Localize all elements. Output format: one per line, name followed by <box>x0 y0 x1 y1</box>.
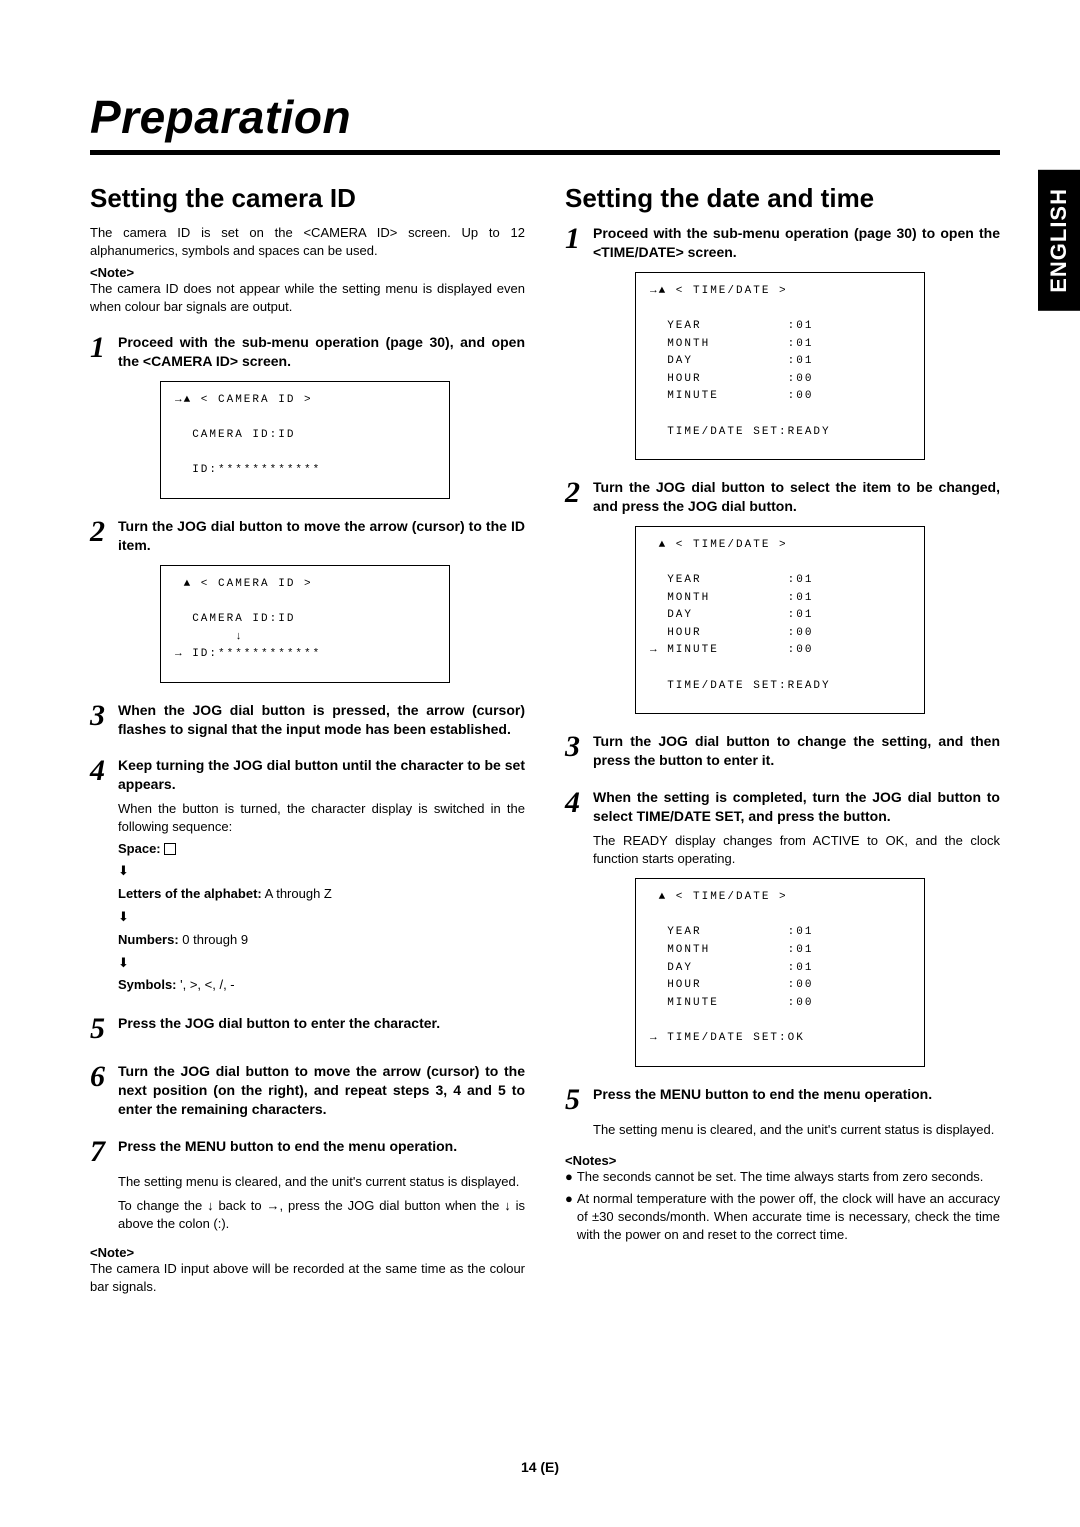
step-4: 4 When the setting is completed, turn th… <box>565 788 1000 826</box>
bullet-icon: ● <box>565 1168 573 1186</box>
step-number: 3 <box>565 732 593 762</box>
note2-body: The camera ID input above will be record… <box>90 1260 525 1295</box>
step-4: 4 Keep turning the JOG dial button until… <box>90 756 525 794</box>
notes-heading: <Notes> <box>565 1153 1000 1168</box>
section-title-datetime: Setting the date and time <box>565 183 1000 214</box>
step-text: When the JOG dial button is pressed, the… <box>118 701 525 739</box>
step-number: 5 <box>565 1085 593 1115</box>
step-text: Keep turning the JOG dial button until t… <box>118 756 525 794</box>
step-5: 5 Press the MENU button to end the menu … <box>565 1085 1000 1115</box>
character-sequence: Space: ⬇ Letters of the alphabet: A thro… <box>118 839 525 997</box>
page-title: Preparation <box>90 90 1000 155</box>
right-column: Setting the date and time 1 Proceed with… <box>565 183 1000 1310</box>
section-title-camera-id: Setting the camera ID <box>90 183 525 214</box>
step-number: 1 <box>565 224 593 254</box>
step-text: Press the JOG dial button to enter the c… <box>118 1014 525 1033</box>
symbols-value: ', >, <, /, - <box>177 977 235 992</box>
notes-list: ●The seconds cannot be set. The time alw… <box>565 1168 1000 1245</box>
step-text: When the setting is completed, turn the … <box>593 788 1000 826</box>
step-3: 3 Turn the JOG dial button to change the… <box>565 732 1000 770</box>
numbers-label: Numbers: <box>118 932 179 947</box>
camera-id-screen-1: →▲ < CAMERA ID > CAMERA ID:ID ID:*******… <box>160 381 450 499</box>
step-1: 1 Proceed with the sub-menu operation (p… <box>90 333 525 371</box>
step-6: 6 Turn the JOG dial button to move the a… <box>90 1062 525 1119</box>
step-text: Press the MENU button to end the menu op… <box>593 1085 1000 1104</box>
step-5: 5 Press the JOG dial button to enter the… <box>90 1014 525 1044</box>
step-text: Proceed with the sub-menu operation (pag… <box>593 224 1000 262</box>
step-text: Proceed with the sub-menu operation (pag… <box>118 333 525 371</box>
camera-id-screen-2: ▲ < CAMERA ID > CAMERA ID:ID ↓ → ID:****… <box>160 565 450 683</box>
step-4-body: The READY display changes from ACTIVE to… <box>593 832 1000 868</box>
step-text: Press the MENU button to end the menu op… <box>118 1137 525 1156</box>
step-text: Turn the JOG dial button to select the i… <box>593 478 1000 516</box>
step-4-body: When the button is turned, the character… <box>118 800 525 836</box>
symbols-label: Symbols: <box>118 977 177 992</box>
bullet-icon: ● <box>565 1190 573 1245</box>
space-box-icon <box>164 843 176 855</box>
numbers-value: 0 through 9 <box>179 932 248 947</box>
step-7-body1: The setting menu is cleared, and the uni… <box>118 1173 525 1191</box>
left-column: Setting the camera ID The camera ID is s… <box>90 183 525 1310</box>
down-arrow-icon: ⬇ <box>118 861 525 882</box>
step-1: 1 Proceed with the sub-menu operation (p… <box>565 224 1000 262</box>
note2-heading: <Note> <box>90 1245 525 1260</box>
step-number: 3 <box>90 701 118 731</box>
camera-id-intro: The camera ID is set on the <CAMERA ID> … <box>90 224 525 259</box>
step-number: 2 <box>90 517 118 547</box>
step-number: 6 <box>90 1062 118 1092</box>
step-2: 2 Turn the JOG dial button to move the a… <box>90 517 525 555</box>
note-item-1: The seconds cannot be set. The time alwa… <box>577 1168 984 1186</box>
letters-value: A through Z <box>262 886 332 901</box>
down-arrow-icon: ⬇ <box>118 953 525 974</box>
note-item-2: At normal temperature with the power off… <box>577 1190 1000 1245</box>
note-heading: <Note> <box>90 265 525 280</box>
timedate-screen-3: ▲ < TIME/DATE > YEAR :01 MONTH :01 DAY :… <box>635 878 925 1066</box>
step-number: 1 <box>90 333 118 363</box>
step-5-body: The setting menu is cleared, and the uni… <box>593 1121 1000 1139</box>
space-label: Space: <box>118 841 161 856</box>
timedate-screen-2: ▲ < TIME/DATE > YEAR :01 MONTH :01 DAY :… <box>635 526 925 714</box>
page-footer: 14 (E) <box>0 1459 1080 1475</box>
step-text: Turn the JOG dial button to move the arr… <box>118 1062 525 1119</box>
down-arrow-icon: ⬇ <box>118 907 525 928</box>
step-text: Turn the JOG dial button to move the arr… <box>118 517 525 555</box>
step-3: 3 When the JOG dial button is pressed, t… <box>90 701 525 739</box>
step-number: 4 <box>90 756 118 786</box>
note-body: The camera ID does not appear while the … <box>90 280 525 315</box>
timedate-screen-1: →▲ < TIME/DATE > YEAR :01 MONTH :01 DAY … <box>635 272 925 460</box>
step-7-body2: To change the ↓ back to →, press the JOG… <box>118 1197 525 1233</box>
step-7: 7 Press the MENU button to end the menu … <box>90 1137 525 1167</box>
step-number: 4 <box>565 788 593 818</box>
step-number: 7 <box>90 1137 118 1167</box>
step-text: Turn the JOG dial button to change the s… <box>593 732 1000 770</box>
step-number: 5 <box>90 1014 118 1044</box>
step-2: 2 Turn the JOG dial button to select the… <box>565 478 1000 516</box>
content-columns: Setting the camera ID The camera ID is s… <box>90 183 1000 1310</box>
letters-label: Letters of the alphabet: <box>118 886 262 901</box>
language-tab: ENGLISH <box>1038 170 1080 311</box>
step-number: 2 <box>565 478 593 508</box>
